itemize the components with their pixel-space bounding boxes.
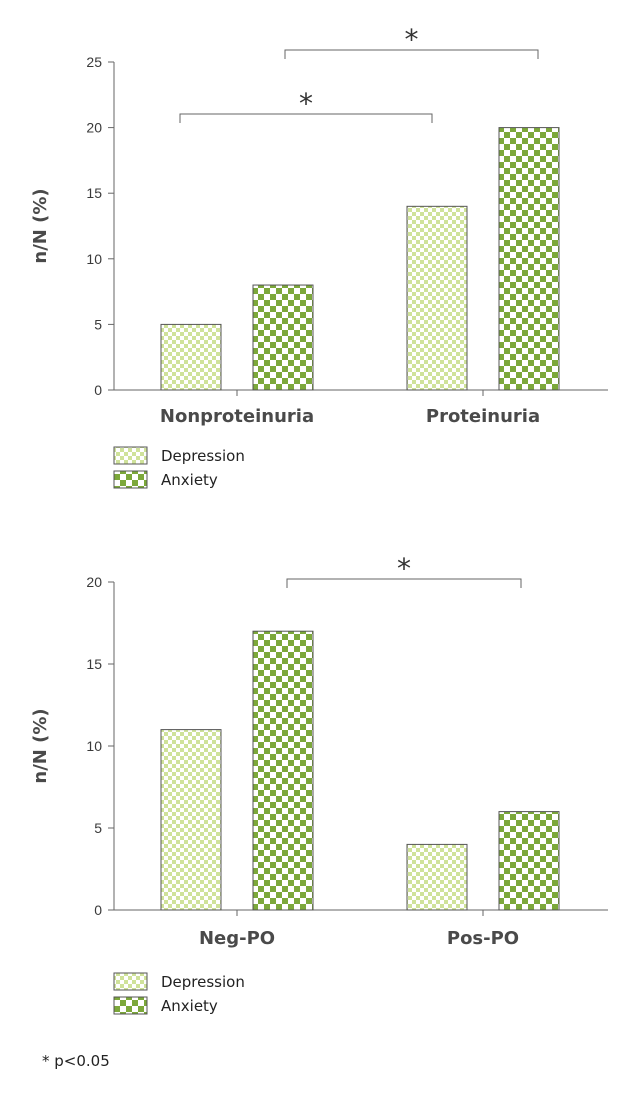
- bar-anxiety-nonproteinuria: [252, 284, 314, 391]
- y-tick-label: 0: [94, 902, 102, 918]
- significance-star: *: [405, 23, 419, 56]
- x-tick-label: Neg-PO: [199, 928, 275, 949]
- significance-bracket: [286, 578, 522, 588]
- y-tick-label: 5: [94, 316, 102, 332]
- y-tick-label: 25: [86, 54, 102, 70]
- significance-star: *: [299, 87, 313, 120]
- y-tick-label: 0: [94, 382, 102, 398]
- x-tick-label: Nonproteinuria: [160, 406, 314, 427]
- y-tick-label: 10: [86, 251, 102, 267]
- y-tick-label: 20: [86, 574, 102, 590]
- legend-swatch-depression: [113, 972, 148, 991]
- bar-depression-nonproteinuria: [160, 323, 222, 391]
- y-axis-label: n/N (%): [30, 708, 51, 783]
- significance-star: *: [397, 552, 411, 585]
- bar-anxiety-proteinuria: [498, 127, 560, 391]
- y-axis-label: n/N (%): [30, 188, 51, 263]
- legend-label-depression: Depression: [161, 447, 245, 465]
- y-tick-label: 15: [86, 656, 102, 672]
- significance-bracket: [284, 49, 539, 59]
- y-tick-label: 10: [86, 738, 102, 754]
- bar-anxiety-neg-po: [252, 630, 314, 911]
- x-tick-label: Pos-PO: [447, 928, 519, 949]
- legend-label-anxiety: Anxiety: [161, 471, 218, 489]
- footnote: * p<0.05: [42, 1052, 110, 1070]
- legend-swatch-depression: [113, 446, 148, 465]
- chart-proteinuria: 0 5 10 15 20 25 n/N (%) Nonproteinuria Proteinur…: [30, 23, 608, 489]
- bar-depression-pos-po: [406, 843, 468, 911]
- bar-depression-proteinuria: [406, 205, 468, 391]
- legend-swatch-anxiety: [113, 996, 148, 1015]
- bar-anxiety-pos-po: [498, 811, 560, 911]
- significance-bracket: [179, 113, 433, 123]
- bar-depression-neg-po: [160, 729, 222, 911]
- legend-label-depression: Depression: [161, 973, 245, 991]
- x-tick-label: Proteinuria: [426, 406, 540, 427]
- chart-po: 0 5 10 15 20 n/N (%) Neg-PO Pos-PO * Depression An…: [30, 552, 608, 1015]
- y-tick-label: 15: [86, 185, 102, 201]
- y-tick-label: 5: [94, 820, 102, 836]
- legend-label-anxiety: Anxiety: [161, 997, 218, 1015]
- legend-swatch-anxiety: [113, 470, 148, 489]
- y-tick-label: 20: [86, 120, 102, 136]
